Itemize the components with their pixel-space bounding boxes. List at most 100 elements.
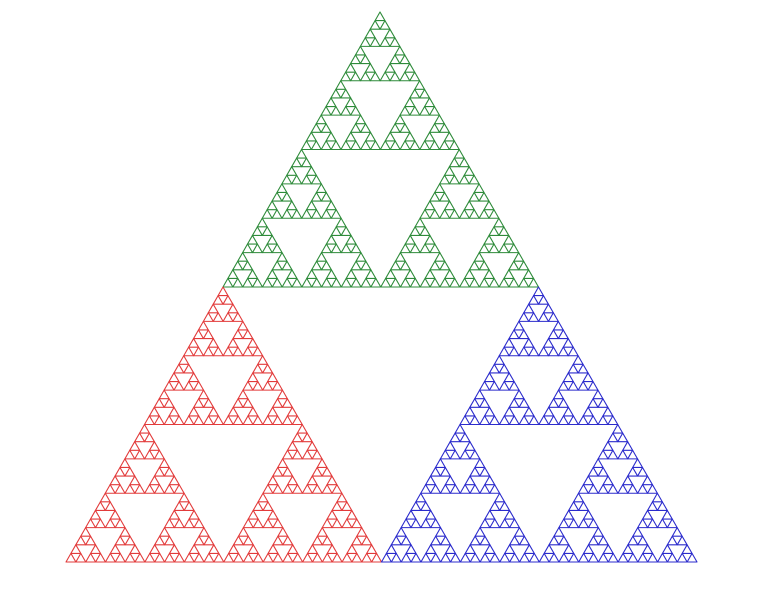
fractal-cell (424, 200, 436, 211)
fractal-cell (651, 492, 663, 503)
fractal-cell (320, 191, 332, 202)
fractal-cell (281, 415, 293, 426)
fractal-cell (577, 363, 589, 374)
fractal-cell (168, 475, 180, 486)
fractal-cell (518, 535, 530, 546)
fractal-cell (582, 509, 594, 520)
fractal-cell (360, 140, 372, 151)
fractal-cell (563, 509, 575, 520)
fractal-cell (458, 174, 470, 185)
fractal-cell (488, 209, 500, 219)
fractal-cell (272, 518, 284, 529)
fractal-cell (193, 535, 205, 546)
fractal-cell (114, 535, 126, 546)
fractal-cell (315, 183, 327, 194)
fractal-cell (468, 209, 480, 219)
fractal-cell (612, 423, 624, 434)
fractal-cell (429, 277, 441, 288)
fractal-cell (306, 200, 318, 211)
fractal-cell (509, 518, 520, 529)
fractal-cell (356, 527, 368, 537)
fractal-cell (394, 45, 406, 56)
fractal-cell (508, 346, 520, 357)
fractal-cell (350, 277, 362, 288)
fractal-cell (286, 406, 298, 417)
fractal-cell (252, 363, 264, 374)
fractal-cell (464, 475, 476, 486)
fractal-cell (350, 243, 362, 254)
fractal-cell (558, 535, 570, 546)
fractal-cell (389, 71, 401, 82)
fractal-cell (552, 320, 564, 331)
fractal-cell (410, 501, 422, 511)
fractal-cell (310, 123, 322, 133)
fractal-cell (183, 501, 195, 511)
fractal-cell (597, 415, 609, 426)
fractal-cell (203, 398, 215, 408)
fractal-cell (479, 552, 491, 563)
fractal-cell (419, 88, 431, 99)
fractal-cell (341, 552, 353, 563)
fractal-cell (104, 501, 116, 511)
fractal-cell (355, 114, 367, 125)
fractal-cell (330, 88, 342, 99)
fractal-cell (272, 466, 284, 477)
fractal-cell (247, 509, 259, 520)
fractal-cell (139, 423, 151, 434)
fractal-cell (509, 535, 521, 546)
fractal-cell (350, 140, 362, 151)
fractal-cell (277, 527, 289, 537)
fractal-cell (583, 544, 595, 554)
fractal-cell (424, 234, 436, 245)
fractal-cell (404, 97, 416, 108)
fractal-cell (90, 544, 102, 554)
fractal-cell (592, 458, 604, 469)
fractal-cell (251, 226, 263, 236)
fractal-cell (291, 449, 303, 460)
fractal-cell (414, 80, 426, 90)
fractal-cell (429, 209, 441, 219)
fractal-cell (85, 518, 97, 529)
fractal-cell (478, 191, 490, 202)
fractal-cell (429, 105, 440, 116)
fractal-cell (676, 552, 688, 563)
fractal-cell (340, 88, 352, 99)
fractal-cell (379, 140, 391, 151)
fractal-cell (173, 552, 185, 563)
fractal-cell (272, 484, 284, 494)
fractal-cell (637, 484, 649, 494)
fractal-cell (479, 466, 491, 477)
fractal-cell (193, 518, 205, 529)
fractal-cell (193, 380, 205, 391)
fractal-cell (281, 174, 293, 185)
fractal-cell (163, 518, 175, 529)
fractal-cell (602, 544, 614, 554)
fractal-cell (444, 269, 456, 279)
fractal-cell (267, 509, 279, 520)
fractal-cell (350, 123, 362, 133)
fractal-cell (429, 123, 441, 133)
fractal-cell (607, 484, 619, 494)
fractal-cell (399, 277, 411, 288)
fractal-cell (553, 527, 565, 537)
fractal-cell (364, 28, 376, 39)
fractal-cell (568, 518, 580, 529)
fractal-cell (474, 389, 486, 400)
fractal-cell (483, 234, 495, 245)
fractal-cell (252, 501, 264, 511)
fractal-cell (488, 243, 500, 254)
fractal-cell (262, 380, 274, 391)
fractal-cell (227, 303, 239, 314)
fractal-cell (592, 389, 604, 400)
fractal-cell (409, 105, 421, 116)
fractal-cell (306, 269, 318, 279)
fractal-cell (567, 415, 579, 426)
fractal-cell (642, 475, 653, 486)
fractal-cell (459, 415, 471, 426)
fractal-cell (646, 484, 658, 494)
fractal-cell (409, 243, 421, 254)
fractal-cell (188, 406, 200, 417)
fractal-cell (484, 406, 496, 417)
fractal-cell (340, 277, 352, 288)
fractal-cell (503, 372, 515, 383)
